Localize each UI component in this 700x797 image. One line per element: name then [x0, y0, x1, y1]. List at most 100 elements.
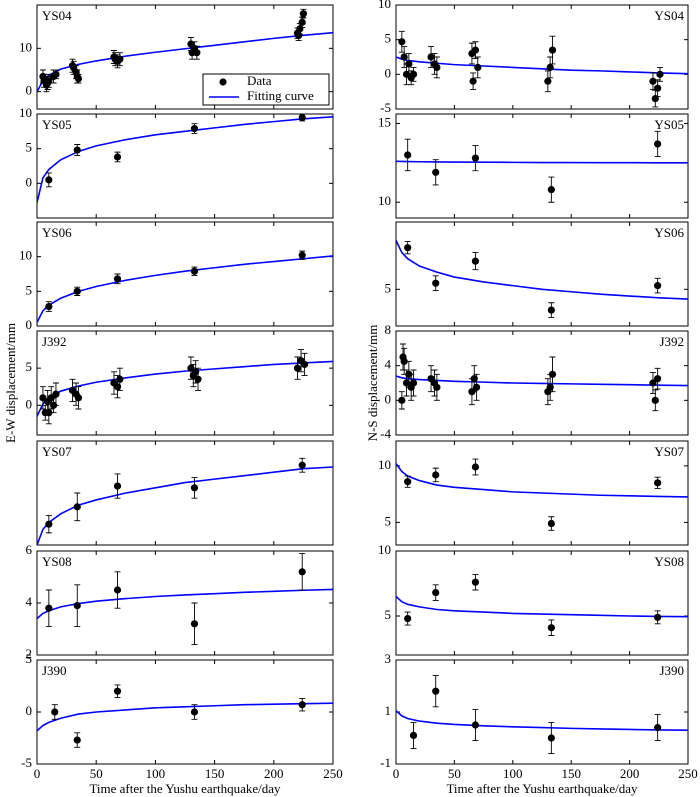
panel-title: YS08: [654, 554, 684, 569]
y-tick-label: 15: [378, 114, 391, 129]
y-tick-label: 0: [26, 703, 33, 718]
panel-title: J390: [42, 663, 67, 678]
data-point: [547, 306, 555, 314]
data-point: [295, 31, 303, 39]
plot-frame: [395, 330, 689, 436]
plot-frame: [36, 440, 334, 546]
data-point: [113, 482, 122, 490]
data-point: [398, 396, 406, 404]
panel-title: YS08: [42, 554, 72, 569]
y-axis-label: E-W displacement/mm: [3, 323, 18, 443]
plot-area: [396, 130, 688, 203]
data-point: [654, 479, 662, 487]
data-point: [547, 624, 555, 632]
panel: 2 4 6 YS08: [26, 542, 334, 661]
panel: 5 10 YS07: [378, 440, 689, 546]
panel-title: YS06: [654, 225, 684, 240]
y-tick-label: 10: [19, 248, 32, 263]
panel: 0 5 10 YS05: [19, 105, 334, 219]
y-tick-label: 3: [385, 651, 392, 666]
data-point: [471, 154, 480, 162]
panel-title: J392: [42, 334, 67, 349]
data-point: [402, 379, 411, 387]
plot-frame: [36, 330, 334, 436]
data-point: [73, 287, 81, 295]
y-tick-label: 0: [385, 65, 392, 80]
fitting-curve: [37, 702, 333, 732]
data-point: [113, 586, 122, 594]
y-tick-label: 0: [26, 317, 33, 332]
data-point: [113, 383, 122, 391]
fitting-curve: [396, 160, 688, 164]
data-point: [400, 53, 408, 61]
data-point: [45, 604, 53, 612]
panel-title: YS05: [654, 117, 684, 132]
plot-area: [37, 349, 333, 425]
panel: 5 YS06: [385, 221, 689, 327]
data-point: [52, 390, 60, 398]
plot-frame: [36, 113, 334, 219]
y-tick-label: -5: [21, 755, 32, 770]
data-point: [74, 75, 83, 83]
data-point: [293, 364, 302, 372]
data-point: [474, 63, 482, 71]
data-point: [654, 140, 662, 148]
x-tick-label: 250: [678, 766, 698, 781]
fitting-curve: [37, 115, 333, 203]
plot-area: [396, 675, 688, 755]
data-point: [432, 589, 440, 597]
data-point: [471, 257, 480, 265]
data-point: [400, 357, 408, 365]
data-point: [298, 568, 306, 576]
data-point: [409, 731, 418, 740]
data-point: [298, 18, 306, 26]
x-tick-label: 200: [620, 766, 640, 781]
data-point: [116, 375, 124, 383]
data-point: [649, 379, 657, 387]
y-tick-label: 5: [26, 140, 33, 155]
plot-frame: [395, 440, 689, 546]
data-point: [548, 46, 557, 54]
data-point: [405, 60, 413, 68]
data-point: [296, 25, 304, 33]
fitting-curve: [37, 588, 333, 620]
plot-frame: [395, 221, 689, 327]
data-point: [409, 379, 418, 387]
panel-title: YS04: [42, 8, 72, 23]
data-point: [298, 701, 306, 709]
data-point: [546, 63, 554, 71]
data-point: [190, 124, 199, 133]
x-tick-label: 200: [264, 766, 284, 781]
panel: 0 5 10 YS06: [19, 221, 334, 332]
fitting-curve: [396, 595, 688, 618]
data-point: [404, 615, 412, 623]
data-point: [433, 63, 441, 71]
data-point: [656, 70, 664, 78]
data-point: [300, 360, 309, 369]
data-point: [190, 620, 199, 628]
fitting-curve: [37, 255, 333, 323]
panel: -4 0 4 8 J392 N-S displacement/mm: [365, 322, 689, 441]
y-tick-label: 10: [19, 105, 32, 120]
plot-area: [37, 250, 333, 323]
data-point: [45, 176, 53, 184]
plot-area: [37, 8, 333, 93]
fitting-curve: [37, 466, 333, 545]
panel: YS07: [36, 440, 334, 546]
y-tick-label: 5: [26, 282, 33, 297]
y-tick-label: 0: [26, 396, 33, 411]
x-axis-label: Time after the Yushu earthquake/day: [89, 781, 281, 796]
panel: 0 5 J392 E-W displacement/mm: [3, 323, 334, 443]
y-tick-label: 5: [26, 651, 33, 666]
data-point: [45, 409, 53, 417]
y-tick-label: 10: [19, 39, 32, 54]
data-point: [432, 168, 440, 176]
fitting-curve: [396, 375, 688, 387]
plot-area: [37, 457, 333, 545]
data-point: [470, 375, 478, 383]
plot-area: [396, 458, 688, 531]
x-tick-label: 0: [34, 766, 41, 781]
data-point: [547, 519, 555, 528]
